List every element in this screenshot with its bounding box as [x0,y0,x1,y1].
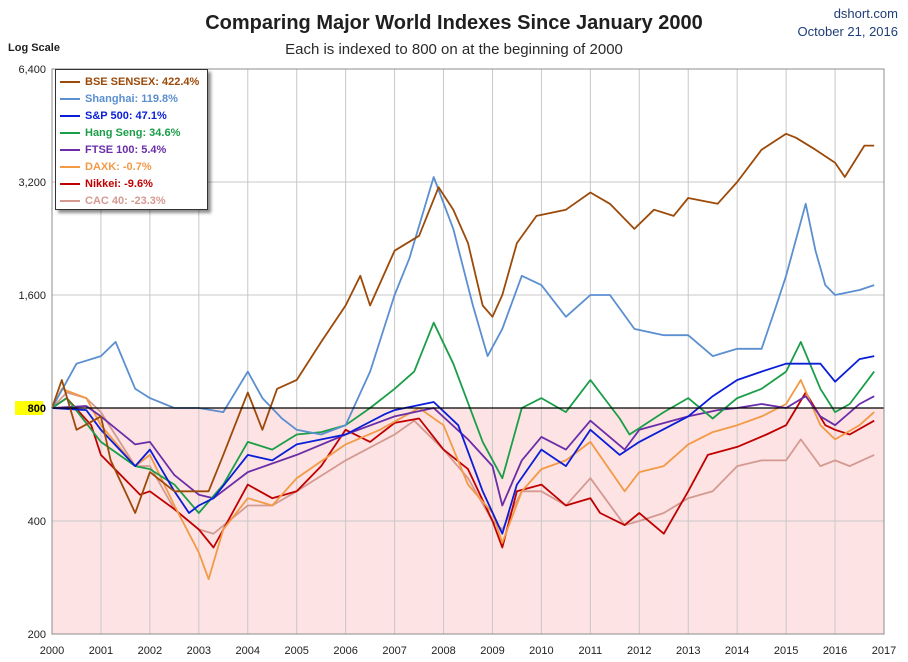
legend-item: Nikkei: -9.6% [60,175,207,192]
x-tick-label: 2016 [823,645,847,657]
legend-swatch [60,182,80,185]
x-tick-label: 2014 [725,645,749,657]
legend-label: FTSE 100: 5.4% [85,143,167,156]
legend-swatch [60,97,80,100]
legend-swatch [60,131,80,134]
x-tick-label: 2008 [431,645,455,657]
legend-label: Hang Seng: 34.6% [85,126,181,139]
x-tick-label: 2011 [579,645,603,657]
chart-subtitle: Each is indexed to 800 on at the beginni… [285,41,623,58]
series-line-bse-sensex [51,132,875,514]
x-tick-label: 2002 [138,645,162,657]
x-tick-label: 2007 [382,645,406,657]
legend-item: DAXK: -0.7% [60,158,207,175]
y-tick-label: 200 [28,629,46,641]
date-label: October 21, 2016 [797,24,898,39]
series-line-s-p-500 [51,355,875,535]
scale-label: Log Scale [8,42,60,54]
legend-swatch [60,199,80,202]
x-tick-label: 2001 [89,645,113,657]
chart-title: Comparing Major World Indexes Since Janu… [205,12,703,34]
legend-item: S&P 500: 47.1% [60,107,207,124]
x-tick-label: 2015 [774,645,798,657]
x-tick-label: 2006 [333,645,357,657]
plot-border [51,68,885,635]
legend-swatch [60,114,80,117]
series-line-hang-seng [51,321,875,514]
baseline-label-bg [15,401,43,415]
legend: BSE SENSEX: 422.4% Shanghai: 119.8% S&P 50… [55,69,208,210]
x-tick-label: 2003 [187,645,211,657]
x-tick-label: 2012 [627,645,651,657]
legend-item: Shanghai: 119.8% [60,90,207,107]
legend-swatch [60,165,80,168]
baseline-label: 800 [28,403,46,415]
series-line-nikkei [51,391,875,549]
legend-label: DAXK: -0.7% [85,160,152,173]
legend-label: Nikkei: -9.6% [85,177,153,190]
legend-item: CAC 40: -23.3% [60,192,207,209]
legend-item: Hang Seng: 34.6% [60,124,207,141]
x-tick-label: 2017 [872,645,896,657]
y-tick-label: 400 [28,516,46,528]
legend-label: CAC 40: -23.3% [85,194,166,207]
legend-label: BSE SENSEX: 422.4% [85,75,200,88]
x-tick-label: 2009 [480,645,504,657]
x-tick-label: 2005 [284,645,308,657]
source-label: dshort.com [833,6,898,21]
legend-swatch [60,80,80,83]
legend-swatch [60,148,80,151]
legend-label: S&P 500: 47.1% [85,109,167,122]
x-tick-label: 2000 [40,645,64,657]
legend-label: Shanghai: 119.8% [85,92,178,105]
legend-item: BSE SENSEX: 422.4% [60,73,207,90]
x-tick-label: 2010 [529,645,553,657]
x-tick-label: 2013 [676,645,700,657]
y-tick-label: 1,600 [18,290,46,302]
y-tick-label: 3,200 [18,177,46,189]
series-line-ftse-100 [51,395,875,507]
y-tick-label: 6,400 [18,64,46,76]
legend-item: FTSE 100: 5.4% [60,141,207,158]
x-tick-label: 2004 [236,645,260,657]
